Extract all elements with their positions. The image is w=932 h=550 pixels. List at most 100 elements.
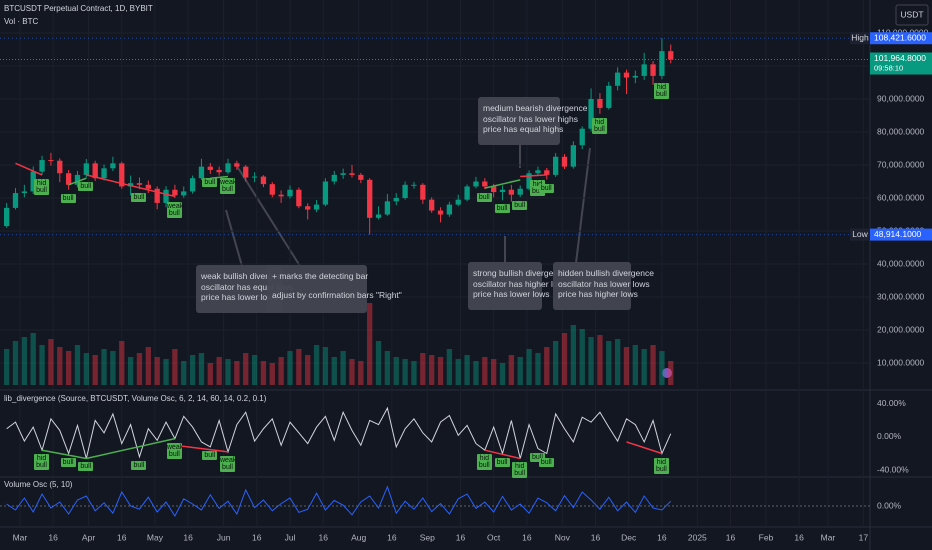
volume-bar (251, 355, 258, 385)
x-tick-label: Nov (555, 532, 571, 542)
x-tick-label: 16 (183, 532, 193, 542)
annotation-line: strong bullish divergence (473, 268, 568, 278)
x-tick-label: 16 (591, 532, 601, 542)
oscillator-divergence-line (86, 437, 176, 460)
volume-bar (92, 355, 98, 385)
volume-bar (313, 345, 320, 385)
candle-body (83, 163, 89, 175)
volume-bar (632, 345, 638, 385)
event-icon[interactable] (662, 368, 672, 378)
annotation-line: oscillator has lower highs (483, 113, 578, 124)
volume-bar (535, 353, 541, 385)
candle-body (30, 171, 36, 192)
candle-body (570, 145, 577, 167)
signal-label: hid bull (653, 83, 669, 100)
x-tick-label: Jun (217, 532, 231, 542)
oscillator-signal-label: bull (131, 460, 147, 470)
oscillator-signal-label: bull (60, 457, 76, 467)
volume-bar (375, 341, 382, 385)
candle-body (181, 191, 187, 196)
volume-bar (367, 303, 373, 385)
volume-bar (526, 349, 532, 385)
candle-body (606, 85, 612, 108)
candle-body (243, 166, 249, 178)
volume-bar (464, 355, 470, 385)
candle-body (597, 99, 603, 108)
volume-bar (473, 361, 479, 385)
x-tick-label: 16 (117, 532, 127, 542)
candle-body (260, 176, 267, 185)
signal-label: bull (476, 193, 492, 203)
annotation-line: medium bearish divergence (483, 103, 588, 113)
divergence-line (520, 174, 547, 178)
oscillator-divergence-line (484, 449, 521, 460)
candle-body (641, 64, 647, 76)
volume-bar (552, 341, 559, 385)
oscillator-line (6, 406, 672, 459)
x-tick-label: Oct (487, 532, 501, 542)
volume-bar (482, 357, 488, 385)
volume-bar (181, 361, 187, 385)
oscillator-signal-label: bull (202, 450, 218, 460)
candle-body (322, 181, 329, 205)
volume-bar (623, 347, 630, 385)
candle-body (588, 99, 594, 129)
x-tick-label: Aug (351, 532, 366, 542)
signal-label: hid bull (34, 178, 50, 195)
candle-body (375, 214, 382, 218)
volume-bar (305, 355, 311, 385)
volume-bar (561, 333, 568, 385)
volume-bar (278, 357, 284, 385)
candle-body (101, 168, 107, 179)
y-tick-label: 90,000.0000 (877, 93, 925, 103)
candle-body (499, 189, 506, 193)
candle-body (420, 184, 426, 200)
low-value: 48,914.1000 (874, 229, 922, 239)
volume-bar (269, 363, 275, 385)
volume-osc-line (6, 485, 672, 518)
volume-bar (579, 329, 585, 385)
signal-label: bull (78, 181, 94, 191)
candle-body (491, 186, 497, 193)
annotation-line: price has lower lows (201, 292, 278, 302)
candle-body (668, 51, 674, 60)
volume-bar (597, 335, 603, 385)
volume-bar (570, 325, 577, 385)
volume-bar (83, 353, 89, 385)
volume-bar (65, 351, 72, 385)
candle-body (198, 166, 205, 179)
volume-bar (216, 357, 222, 385)
candle-body (313, 204, 320, 210)
volume-bar (136, 353, 143, 385)
volume-bar (234, 361, 240, 385)
volume-bar (455, 359, 461, 385)
candle-body (464, 186, 470, 200)
annotation-line: oscillator has equal lows (201, 281, 294, 292)
candle-body (305, 206, 311, 210)
volume-bar (517, 357, 523, 385)
volume-bar (614, 339, 621, 385)
candle-body (74, 174, 81, 185)
volume-bar (358, 361, 364, 385)
candle-body (163, 189, 169, 203)
signal-label: weak bull (166, 202, 184, 218)
volume-bar (411, 361, 417, 385)
x-tick-label: Apr (82, 532, 95, 542)
candle-body (367, 179, 373, 218)
candle-body (154, 188, 160, 203)
candle-body (482, 181, 488, 187)
x-tick-label: 16 (456, 532, 466, 542)
candle-body (39, 160, 45, 172)
currency-box[interactable] (895, 4, 929, 26)
y-tick-label: 10,000.0000 (877, 357, 925, 367)
annotation-line: oscillator has lower lows (558, 278, 650, 289)
candle-body (12, 193, 19, 208)
candle-body (172, 189, 178, 196)
candle-body (535, 170, 541, 174)
candle-body (278, 194, 284, 197)
currency[interactable]: USDT (900, 9, 923, 19)
candle-body (251, 176, 258, 178)
volume-bar (641, 349, 647, 385)
annotation-box: strong bullish divergence oscillator has … (468, 262, 568, 310)
